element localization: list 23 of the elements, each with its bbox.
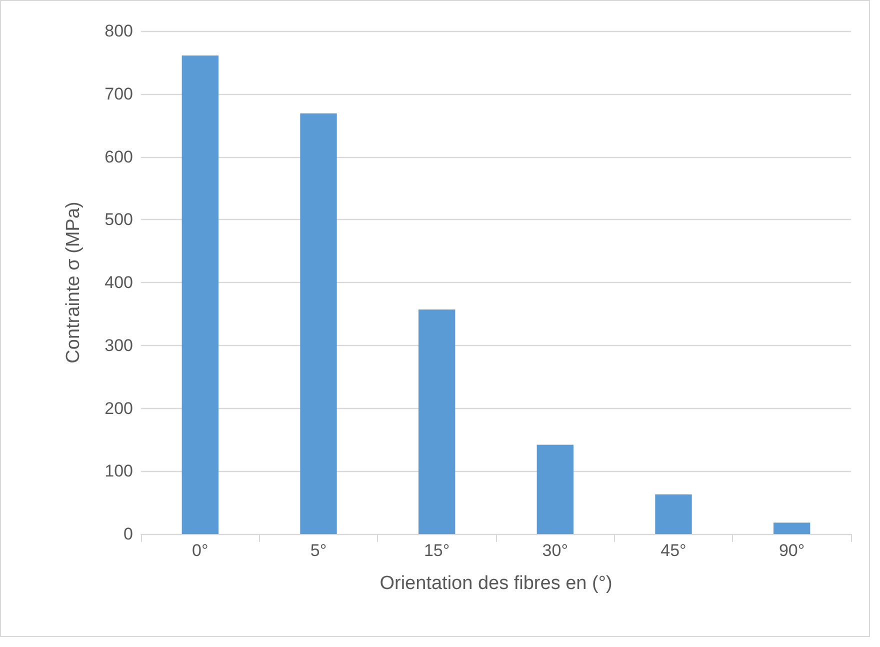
y-tick-label: 600 (104, 147, 133, 166)
y-tick-label: 100 (104, 462, 133, 481)
bar (418, 310, 456, 534)
y-tick-label: 800 (104, 22, 133, 40)
x-tick-label: 45° (660, 541, 686, 560)
x-tick-label: 0° (192, 541, 208, 560)
x-axis-title: Orientation des fibres en (°) (380, 573, 612, 594)
y-tick-label: 500 (104, 210, 133, 230)
bar (536, 444, 574, 534)
bar (773, 522, 810, 534)
y-axis-title: Contrainte σ (MPa) (63, 202, 84, 364)
x-tick-label: 15° (424, 541, 450, 560)
bar (182, 56, 219, 534)
x-tick-label: 5° (310, 541, 327, 560)
y-tick-label: 0 (124, 524, 133, 544)
x-tick-label: 30° (542, 541, 568, 560)
bar (655, 494, 692, 534)
x-tick-label: 90° (778, 541, 805, 560)
y-tick-label: 200 (104, 398, 133, 418)
bar (300, 113, 337, 534)
y-tick-label: 700 (104, 84, 133, 104)
y-tick-label: 400 (104, 273, 133, 292)
y-tick-label: 300 (104, 336, 133, 355)
